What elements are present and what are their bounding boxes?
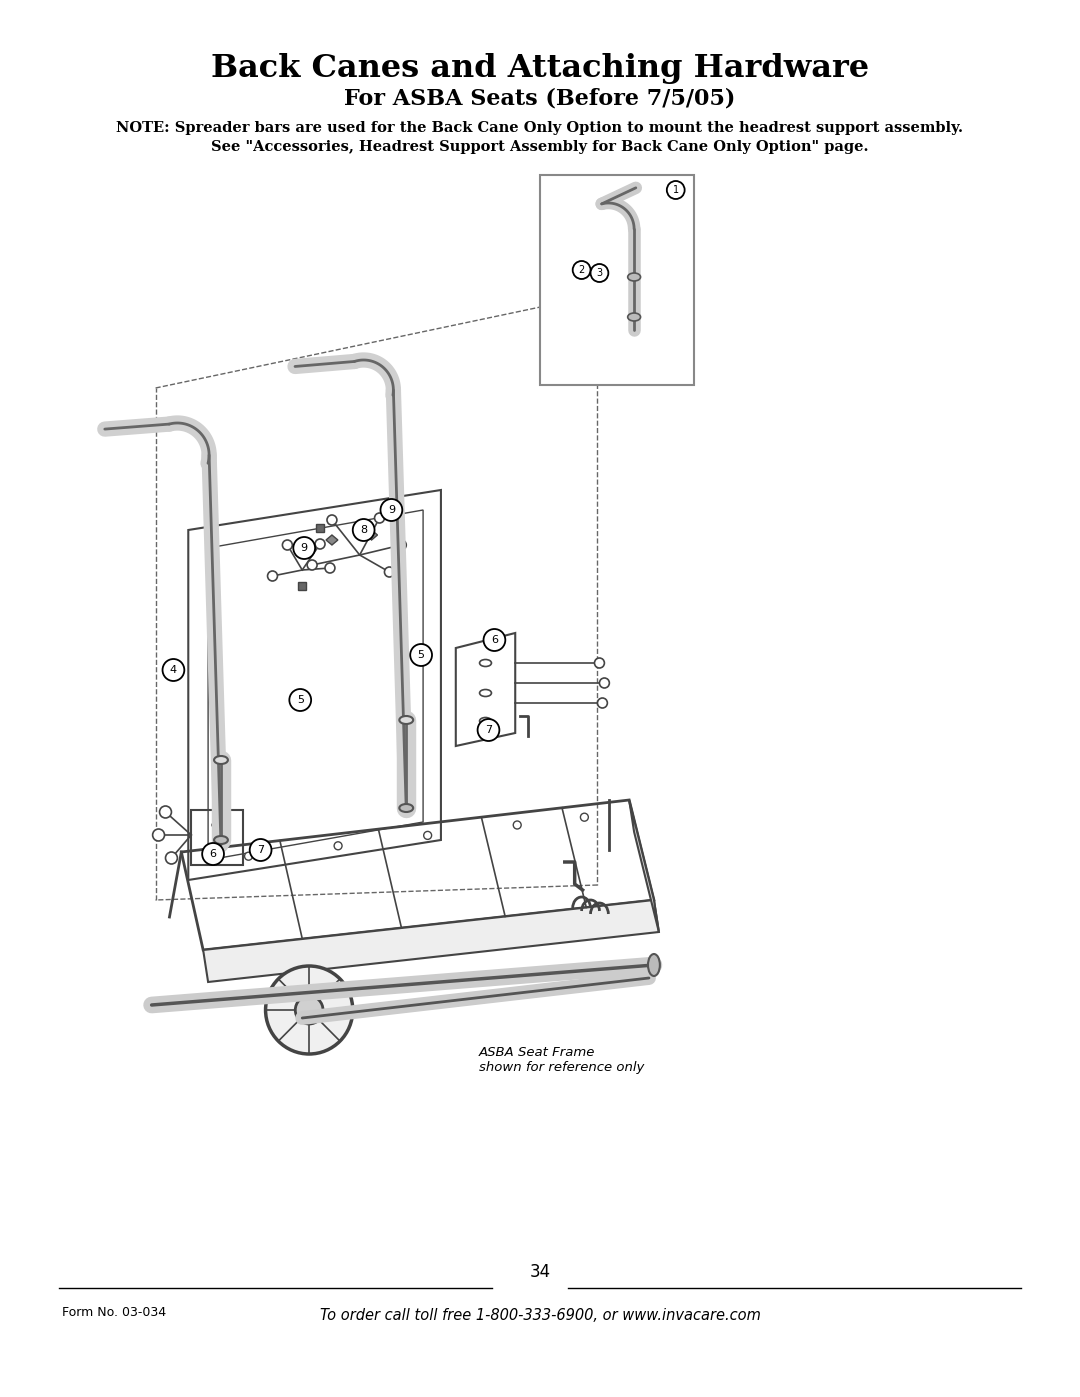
Text: 9: 9: [300, 543, 308, 553]
Ellipse shape: [214, 835, 228, 844]
Text: 8: 8: [360, 525, 367, 535]
Circle shape: [591, 264, 608, 282]
Circle shape: [165, 852, 177, 863]
Text: See "Accessories, Headrest Support Assembly for Back Cane Only Option" page.: See "Accessories, Headrest Support Assem…: [212, 140, 868, 154]
Text: 5: 5: [418, 650, 424, 659]
Ellipse shape: [212, 821, 222, 828]
Text: Back Canes and Attaching Hardware: Back Canes and Attaching Hardware: [211, 53, 869, 84]
Polygon shape: [366, 529, 378, 541]
Ellipse shape: [627, 272, 640, 281]
Text: Back Cane-
Push Handle
Straight: Back Cane- Push Handle Straight: [578, 345, 656, 380]
Ellipse shape: [214, 756, 228, 764]
Circle shape: [513, 821, 522, 828]
Circle shape: [666, 182, 685, 198]
Ellipse shape: [648, 954, 660, 977]
Text: 6: 6: [210, 849, 217, 859]
Circle shape: [410, 644, 432, 666]
Polygon shape: [203, 900, 659, 982]
Text: To order call toll free 1-800-333-6900, or www.invacare.com: To order call toll free 1-800-333-6900, …: [320, 1308, 760, 1323]
Ellipse shape: [480, 659, 491, 666]
Text: NOTE: Spreader bars are used for the Back Cane Only Option to mount the headrest: NOTE: Spreader bars are used for the Bac…: [117, 122, 963, 136]
Circle shape: [268, 571, 278, 581]
Circle shape: [249, 840, 271, 861]
Text: 1: 1: [673, 184, 679, 196]
Circle shape: [599, 678, 609, 687]
Circle shape: [266, 965, 353, 1053]
Bar: [316, 524, 324, 532]
Circle shape: [594, 658, 605, 668]
Circle shape: [162, 659, 185, 680]
Text: 34: 34: [529, 1263, 551, 1281]
Text: 4: 4: [170, 665, 177, 675]
Polygon shape: [326, 535, 338, 545]
Text: 9: 9: [388, 504, 395, 515]
Circle shape: [380, 499, 402, 521]
Ellipse shape: [400, 717, 414, 724]
Text: Form No. 03-034: Form No. 03-034: [63, 1306, 166, 1319]
Circle shape: [384, 567, 394, 577]
Text: shown for reference only: shown for reference only: [478, 1062, 644, 1074]
Circle shape: [152, 828, 164, 841]
Circle shape: [315, 539, 325, 549]
Circle shape: [325, 563, 335, 573]
Circle shape: [484, 629, 505, 651]
Text: 5: 5: [297, 694, 303, 705]
Circle shape: [244, 852, 253, 861]
Bar: [191, 810, 243, 865]
Ellipse shape: [480, 690, 491, 697]
Circle shape: [477, 719, 499, 740]
Circle shape: [307, 560, 318, 570]
Bar: [540, 175, 693, 386]
Text: 3: 3: [596, 268, 603, 278]
Ellipse shape: [480, 718, 491, 725]
Text: 6: 6: [491, 636, 498, 645]
Circle shape: [375, 513, 384, 522]
Circle shape: [572, 261, 591, 279]
Circle shape: [597, 698, 607, 708]
Text: 7: 7: [257, 845, 265, 855]
Circle shape: [423, 831, 432, 840]
Circle shape: [202, 842, 224, 865]
Circle shape: [295, 996, 323, 1024]
Text: 2: 2: [579, 265, 584, 275]
Circle shape: [353, 520, 375, 541]
Ellipse shape: [212, 845, 222, 851]
Ellipse shape: [400, 805, 414, 812]
Circle shape: [160, 806, 172, 819]
Text: ASBA Seat Frame: ASBA Seat Frame: [478, 1045, 595, 1059]
Circle shape: [294, 536, 315, 559]
Bar: [392, 524, 401, 532]
Ellipse shape: [627, 313, 640, 321]
Text: For ASBA Seats (Before 7/5/05): For ASBA Seats (Before 7/5/05): [345, 88, 735, 110]
Polygon shape: [630, 800, 659, 932]
Circle shape: [396, 541, 406, 550]
Circle shape: [282, 541, 293, 550]
Text: 7: 7: [485, 725, 492, 735]
Circle shape: [334, 842, 342, 849]
Circle shape: [289, 689, 311, 711]
Circle shape: [327, 515, 337, 525]
Circle shape: [580, 813, 589, 821]
Bar: [298, 583, 307, 590]
